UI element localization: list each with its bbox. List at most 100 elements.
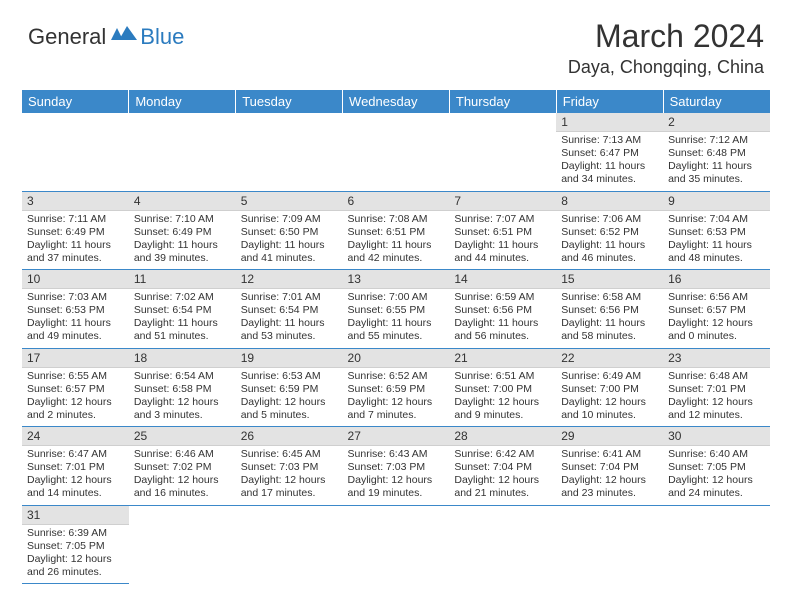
sunset-line: Sunset: 7:02 PM bbox=[134, 461, 212, 473]
sunrise-line: Sunrise: 6:46 AM bbox=[134, 448, 214, 460]
calendar-cell: 12Sunrise: 7:01 AMSunset: 6:54 PMDayligh… bbox=[236, 270, 343, 349]
sunrise-line: Sunrise: 6:45 AM bbox=[241, 448, 321, 460]
sunset-line: Sunset: 6:49 PM bbox=[27, 226, 105, 238]
calendar-cell bbox=[236, 505, 343, 584]
day-details: Sunrise: 7:00 AMSunset: 6:55 PMDaylight:… bbox=[343, 289, 450, 348]
sunrise-line: Sunrise: 7:02 AM bbox=[134, 291, 214, 303]
day-number: 13 bbox=[343, 270, 450, 289]
day-details: Sunrise: 7:06 AMSunset: 6:52 PMDaylight:… bbox=[556, 211, 663, 270]
sunrise-line: Sunrise: 6:53 AM bbox=[241, 370, 321, 382]
calendar-cell: 29Sunrise: 6:41 AMSunset: 7:04 PMDayligh… bbox=[556, 427, 663, 506]
day-details: Sunrise: 6:48 AMSunset: 7:01 PMDaylight:… bbox=[663, 368, 770, 427]
weekday-header: Friday bbox=[556, 90, 663, 113]
sunset-line: Sunset: 6:51 PM bbox=[454, 226, 532, 238]
day-number: 6 bbox=[343, 192, 450, 211]
day-number: 2 bbox=[663, 113, 770, 132]
daylight-line: Daylight: 12 hours and 12 minutes. bbox=[668, 396, 753, 421]
day-number: 30 bbox=[663, 427, 770, 446]
sunset-line: Sunset: 6:53 PM bbox=[27, 304, 105, 316]
sunrise-line: Sunrise: 6:52 AM bbox=[348, 370, 428, 382]
calendar-cell bbox=[236, 113, 343, 191]
day-details: Sunrise: 6:59 AMSunset: 6:56 PMDaylight:… bbox=[449, 289, 556, 348]
logo: General Blue bbox=[28, 24, 184, 50]
daylight-line: Daylight: 12 hours and 16 minutes. bbox=[134, 474, 219, 499]
day-number: 9 bbox=[663, 192, 770, 211]
calendar-cell: 2Sunrise: 7:12 AMSunset: 6:48 PMDaylight… bbox=[663, 113, 770, 191]
day-details: Sunrise: 6:46 AMSunset: 7:02 PMDaylight:… bbox=[129, 446, 236, 505]
calendar-cell bbox=[129, 113, 236, 191]
day-number: 17 bbox=[22, 349, 129, 368]
sunset-line: Sunset: 6:49 PM bbox=[134, 226, 212, 238]
sunrise-line: Sunrise: 6:55 AM bbox=[27, 370, 107, 382]
weekday-header-row: SundayMondayTuesdayWednesdayThursdayFrid… bbox=[22, 90, 770, 113]
calendar-cell bbox=[663, 505, 770, 584]
calendar-cell bbox=[449, 505, 556, 584]
calendar-cell: 25Sunrise: 6:46 AMSunset: 7:02 PMDayligh… bbox=[129, 427, 236, 506]
weekday-header: Tuesday bbox=[236, 90, 343, 113]
daylight-line: Daylight: 11 hours and 58 minutes. bbox=[561, 317, 645, 342]
daylight-line: Daylight: 12 hours and 10 minutes. bbox=[561, 396, 646, 421]
calendar-cell: 19Sunrise: 6:53 AMSunset: 6:59 PMDayligh… bbox=[236, 348, 343, 427]
calendar-cell: 6Sunrise: 7:08 AMSunset: 6:51 PMDaylight… bbox=[343, 191, 450, 270]
day-number: 29 bbox=[556, 427, 663, 446]
calendar-cell: 8Sunrise: 7:06 AMSunset: 6:52 PMDaylight… bbox=[556, 191, 663, 270]
daylight-line: Daylight: 11 hours and 46 minutes. bbox=[561, 239, 645, 264]
sunset-line: Sunset: 6:53 PM bbox=[668, 226, 746, 238]
day-number: 31 bbox=[22, 506, 129, 525]
sunrise-line: Sunrise: 6:42 AM bbox=[454, 448, 534, 460]
sunset-line: Sunset: 6:56 PM bbox=[454, 304, 532, 316]
daylight-line: Daylight: 11 hours and 49 minutes. bbox=[27, 317, 111, 342]
day-details: Sunrise: 7:04 AMSunset: 6:53 PMDaylight:… bbox=[663, 211, 770, 270]
day-number: 26 bbox=[236, 427, 343, 446]
sunrise-line: Sunrise: 6:54 AM bbox=[134, 370, 214, 382]
daylight-line: Daylight: 12 hours and 3 minutes. bbox=[134, 396, 219, 421]
day-number: 8 bbox=[556, 192, 663, 211]
day-number: 21 bbox=[449, 349, 556, 368]
day-details: Sunrise: 7:02 AMSunset: 6:54 PMDaylight:… bbox=[129, 289, 236, 348]
sunset-line: Sunset: 7:05 PM bbox=[27, 540, 105, 552]
weekday-header: Thursday bbox=[449, 90, 556, 113]
sunset-line: Sunset: 6:54 PM bbox=[134, 304, 212, 316]
daylight-line: Daylight: 11 hours and 37 minutes. bbox=[27, 239, 111, 264]
daylight-line: Daylight: 12 hours and 21 minutes. bbox=[454, 474, 539, 499]
sunset-line: Sunset: 6:50 PM bbox=[241, 226, 319, 238]
day-number: 15 bbox=[556, 270, 663, 289]
day-number: 10 bbox=[22, 270, 129, 289]
calendar-cell bbox=[449, 113, 556, 191]
sunrise-line: Sunrise: 6:41 AM bbox=[561, 448, 641, 460]
calendar-cell bbox=[343, 505, 450, 584]
sunrise-line: Sunrise: 6:51 AM bbox=[454, 370, 534, 382]
calendar-cell: 7Sunrise: 7:07 AMSunset: 6:51 PMDaylight… bbox=[449, 191, 556, 270]
day-number: 5 bbox=[236, 192, 343, 211]
calendar-cell: 11Sunrise: 7:02 AMSunset: 6:54 PMDayligh… bbox=[129, 270, 236, 349]
sunrise-line: Sunrise: 7:11 AM bbox=[27, 213, 106, 225]
calendar-cell: 16Sunrise: 6:56 AMSunset: 6:57 PMDayligh… bbox=[663, 270, 770, 349]
calendar-cell bbox=[129, 505, 236, 584]
logo-text-blue: Blue bbox=[140, 24, 184, 50]
day-details: Sunrise: 6:49 AMSunset: 7:00 PMDaylight:… bbox=[556, 368, 663, 427]
calendar-body: 1Sunrise: 7:13 AMSunset: 6:47 PMDaylight… bbox=[22, 113, 770, 584]
calendar-cell: 26Sunrise: 6:45 AMSunset: 7:03 PMDayligh… bbox=[236, 427, 343, 506]
sunrise-line: Sunrise: 6:56 AM bbox=[668, 291, 748, 303]
calendar-row: 1Sunrise: 7:13 AMSunset: 6:47 PMDaylight… bbox=[22, 113, 770, 191]
daylight-line: Daylight: 11 hours and 41 minutes. bbox=[241, 239, 325, 264]
daylight-line: Daylight: 12 hours and 26 minutes. bbox=[27, 553, 112, 578]
day-details: Sunrise: 7:08 AMSunset: 6:51 PMDaylight:… bbox=[343, 211, 450, 270]
sunrise-line: Sunrise: 6:58 AM bbox=[561, 291, 641, 303]
daylight-line: Daylight: 11 hours and 35 minutes. bbox=[668, 160, 752, 185]
daylight-line: Daylight: 12 hours and 2 minutes. bbox=[27, 396, 112, 421]
day-details: Sunrise: 7:11 AMSunset: 6:49 PMDaylight:… bbox=[22, 211, 129, 270]
day-details: Sunrise: 7:12 AMSunset: 6:48 PMDaylight:… bbox=[663, 132, 770, 191]
calendar-cell: 10Sunrise: 7:03 AMSunset: 6:53 PMDayligh… bbox=[22, 270, 129, 349]
day-number: 7 bbox=[449, 192, 556, 211]
daylight-line: Daylight: 12 hours and 23 minutes. bbox=[561, 474, 646, 499]
calendar-cell: 30Sunrise: 6:40 AMSunset: 7:05 PMDayligh… bbox=[663, 427, 770, 506]
sunrise-line: Sunrise: 7:00 AM bbox=[348, 291, 428, 303]
sunset-line: Sunset: 6:57 PM bbox=[668, 304, 746, 316]
day-details: Sunrise: 7:09 AMSunset: 6:50 PMDaylight:… bbox=[236, 211, 343, 270]
sunrise-line: Sunrise: 7:09 AM bbox=[241, 213, 321, 225]
sunrise-line: Sunrise: 7:10 AM bbox=[134, 213, 214, 225]
sunrise-line: Sunrise: 7:12 AM bbox=[668, 134, 748, 146]
calendar-cell: 21Sunrise: 6:51 AMSunset: 7:00 PMDayligh… bbox=[449, 348, 556, 427]
daylight-line: Daylight: 11 hours and 55 minutes. bbox=[348, 317, 432, 342]
